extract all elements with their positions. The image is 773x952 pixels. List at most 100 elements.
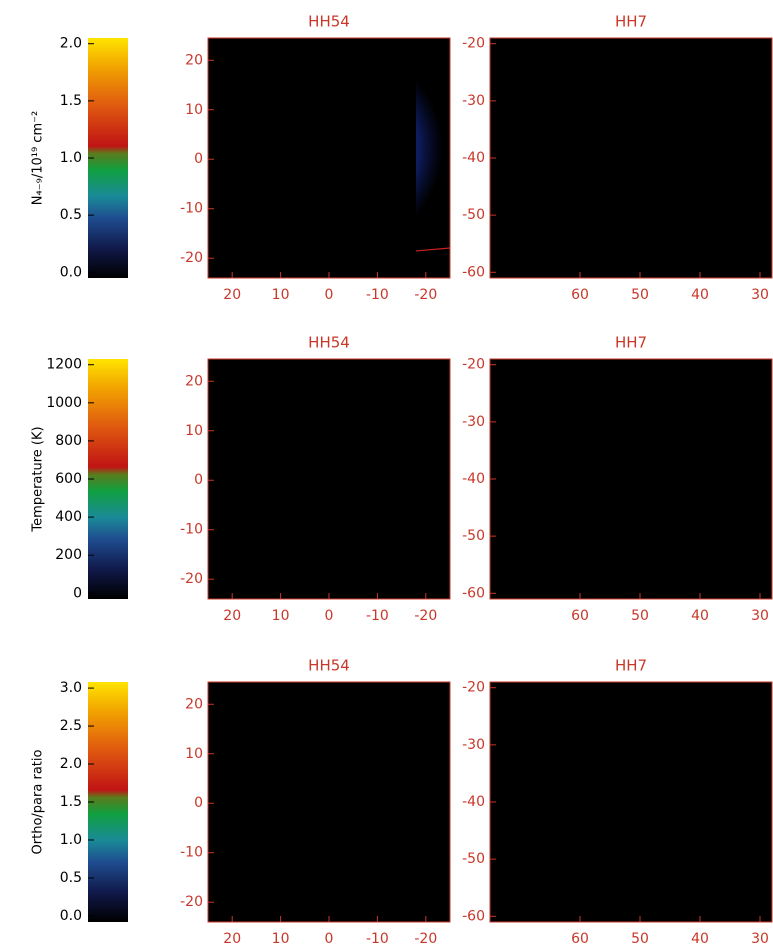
x-tick-label: 20: [223, 608, 241, 624]
y-tick-label: 1.0: [60, 150, 82, 166]
x-tick-label: 30: [751, 287, 769, 303]
x-tick-label: 10: [272, 287, 290, 303]
x-tick-label: 0: [325, 608, 334, 624]
y-tick-label: 10: [185, 102, 203, 118]
y-tick-label: 1.0: [60, 832, 82, 848]
map-panel: HH7 60 50 40 30 -20 -30 -40 -50 -60: [462, 657, 773, 947]
y-tick-label: 20: [185, 52, 203, 68]
x-tick-label: -10: [366, 608, 389, 624]
y-tick-label: 3.0: [60, 680, 82, 696]
y-tick-label: -20: [180, 571, 203, 587]
y-tick-label: 20: [185, 696, 203, 712]
y-tick-label: -50: [462, 207, 485, 223]
y-tick-label: -50: [462, 851, 485, 867]
y-tick-label: 0.5: [60, 207, 82, 223]
map-panel: HH7 60 50 40 30 -20 -30 -40 -50 -60: [462, 13, 773, 303]
map-background: [208, 682, 450, 922]
colorbar: Ortho/para ratio 0.0 0.5 1.0 1.5 2.0 2.5 3.0: [31, 680, 128, 924]
map-panel: HH7 60 50 40 30 -20 -30 -40 -50 -60: [462, 334, 773, 624]
y-tick-label: 400: [55, 509, 82, 525]
y-tick-label: 1.5: [60, 794, 82, 810]
y-tick-label: -30: [462, 414, 485, 430]
y-tick-label: 0: [194, 472, 203, 488]
y-tick-label: -20: [462, 680, 485, 696]
x-tick-label: 40: [691, 287, 709, 303]
y-tick-label: 10: [185, 746, 203, 762]
colorbar: N₄₋₉/10¹⁹ cm⁻² 0.0 0.5 1.0 1.5 2.0: [31, 36, 128, 280]
y-tick-label: -60: [462, 585, 485, 601]
x-tick-label: 0: [325, 931, 334, 947]
x-tick-label: 30: [751, 608, 769, 624]
y-tick-label: 10: [185, 423, 203, 439]
x-tick-label: 60: [571, 287, 589, 303]
y-tick-label: 2.5: [60, 718, 82, 734]
colorbar-scale: [88, 38, 128, 278]
y-tick-label: 0.0: [60, 908, 82, 924]
x-tick-label: 40: [691, 608, 709, 624]
x-tick-label: 20: [223, 287, 241, 303]
colorbar-label: Temperature (K): [31, 426, 46, 532]
y-tick-label: 0: [194, 795, 203, 811]
y-tick-label: -20: [462, 36, 485, 52]
x-tick-label: 50: [631, 931, 649, 947]
y-tick-label: 0.0: [60, 264, 82, 280]
y-tick-label: -30: [462, 737, 485, 753]
y-tick-label: 600: [55, 471, 82, 487]
x-tick-label: 40: [691, 931, 709, 947]
y-tick-label: -20: [180, 894, 203, 910]
panel-title: HH54: [308, 657, 350, 675]
y-tick-label: -40: [462, 794, 485, 810]
x-tick-label: 0: [325, 287, 334, 303]
x-tick-label: 60: [571, 608, 589, 624]
x-tick-label: 10: [272, 608, 290, 624]
y-tick-label: -60: [462, 908, 485, 924]
map-panel: HH54 20 10 0 -10 -20 20 10 0 -10 -20: [180, 334, 451, 624]
y-tick-label: -40: [462, 150, 485, 166]
panel-title: HH54: [308, 13, 350, 31]
panel-title: HH7: [615, 334, 647, 352]
y-tick-label: -30: [462, 93, 485, 109]
x-tick-label: 50: [631, 608, 649, 624]
y-tick-label: -50: [462, 528, 485, 544]
y-tick-label: -10: [180, 845, 203, 861]
colorbar-label: N₄₋₉/10¹⁹ cm⁻²: [31, 111, 46, 205]
y-tick-label: 2.0: [60, 36, 82, 52]
y-tick-label: -10: [180, 522, 203, 538]
y-tick-label: -60: [462, 264, 485, 280]
map-panel: HH54 20 10 0 -10 -20 20 10 0 -10 -20: [180, 13, 451, 303]
colorbar-scale: [88, 682, 128, 922]
y-tick-label: 800: [55, 433, 82, 449]
x-tick-label: 30: [751, 931, 769, 947]
map-background: [490, 359, 772, 599]
colorbar: Temperature (K) 0 200 400 600 800 1000 1200: [31, 357, 128, 601]
x-tick-label: 10: [272, 931, 290, 947]
map-background: [208, 38, 450, 278]
map-image: [416, 78, 451, 252]
panel-title: HH54: [308, 334, 350, 352]
x-tick-label: -20: [414, 608, 437, 624]
panel-title: HH7: [615, 13, 647, 31]
y-tick-label: 20: [185, 373, 203, 389]
map-background: [490, 682, 772, 922]
map-background: [490, 38, 772, 278]
colorbar-scale: [88, 359, 128, 599]
x-tick-label: -20: [414, 287, 437, 303]
colorbar-label: Ortho/para ratio: [31, 750, 46, 855]
x-tick-label: -10: [366, 287, 389, 303]
x-tick-label: 50: [631, 287, 649, 303]
y-tick-label: 1000: [46, 395, 82, 411]
y-tick-label: -20: [180, 250, 203, 266]
y-tick-label: 1200: [46, 357, 82, 373]
y-tick-label: 0: [73, 585, 82, 601]
y-tick-label: 1.5: [60, 93, 82, 109]
y-tick-label: 0.5: [60, 870, 82, 886]
panel-title: HH7: [615, 657, 647, 675]
x-tick-label: 60: [571, 931, 589, 947]
x-tick-label: 20: [223, 931, 241, 947]
x-tick-label: -10: [366, 931, 389, 947]
y-tick-label: 200: [55, 547, 82, 563]
y-tick-label: -40: [462, 471, 485, 487]
y-tick-label: -10: [180, 201, 203, 217]
emission-region: [416, 78, 443, 218]
